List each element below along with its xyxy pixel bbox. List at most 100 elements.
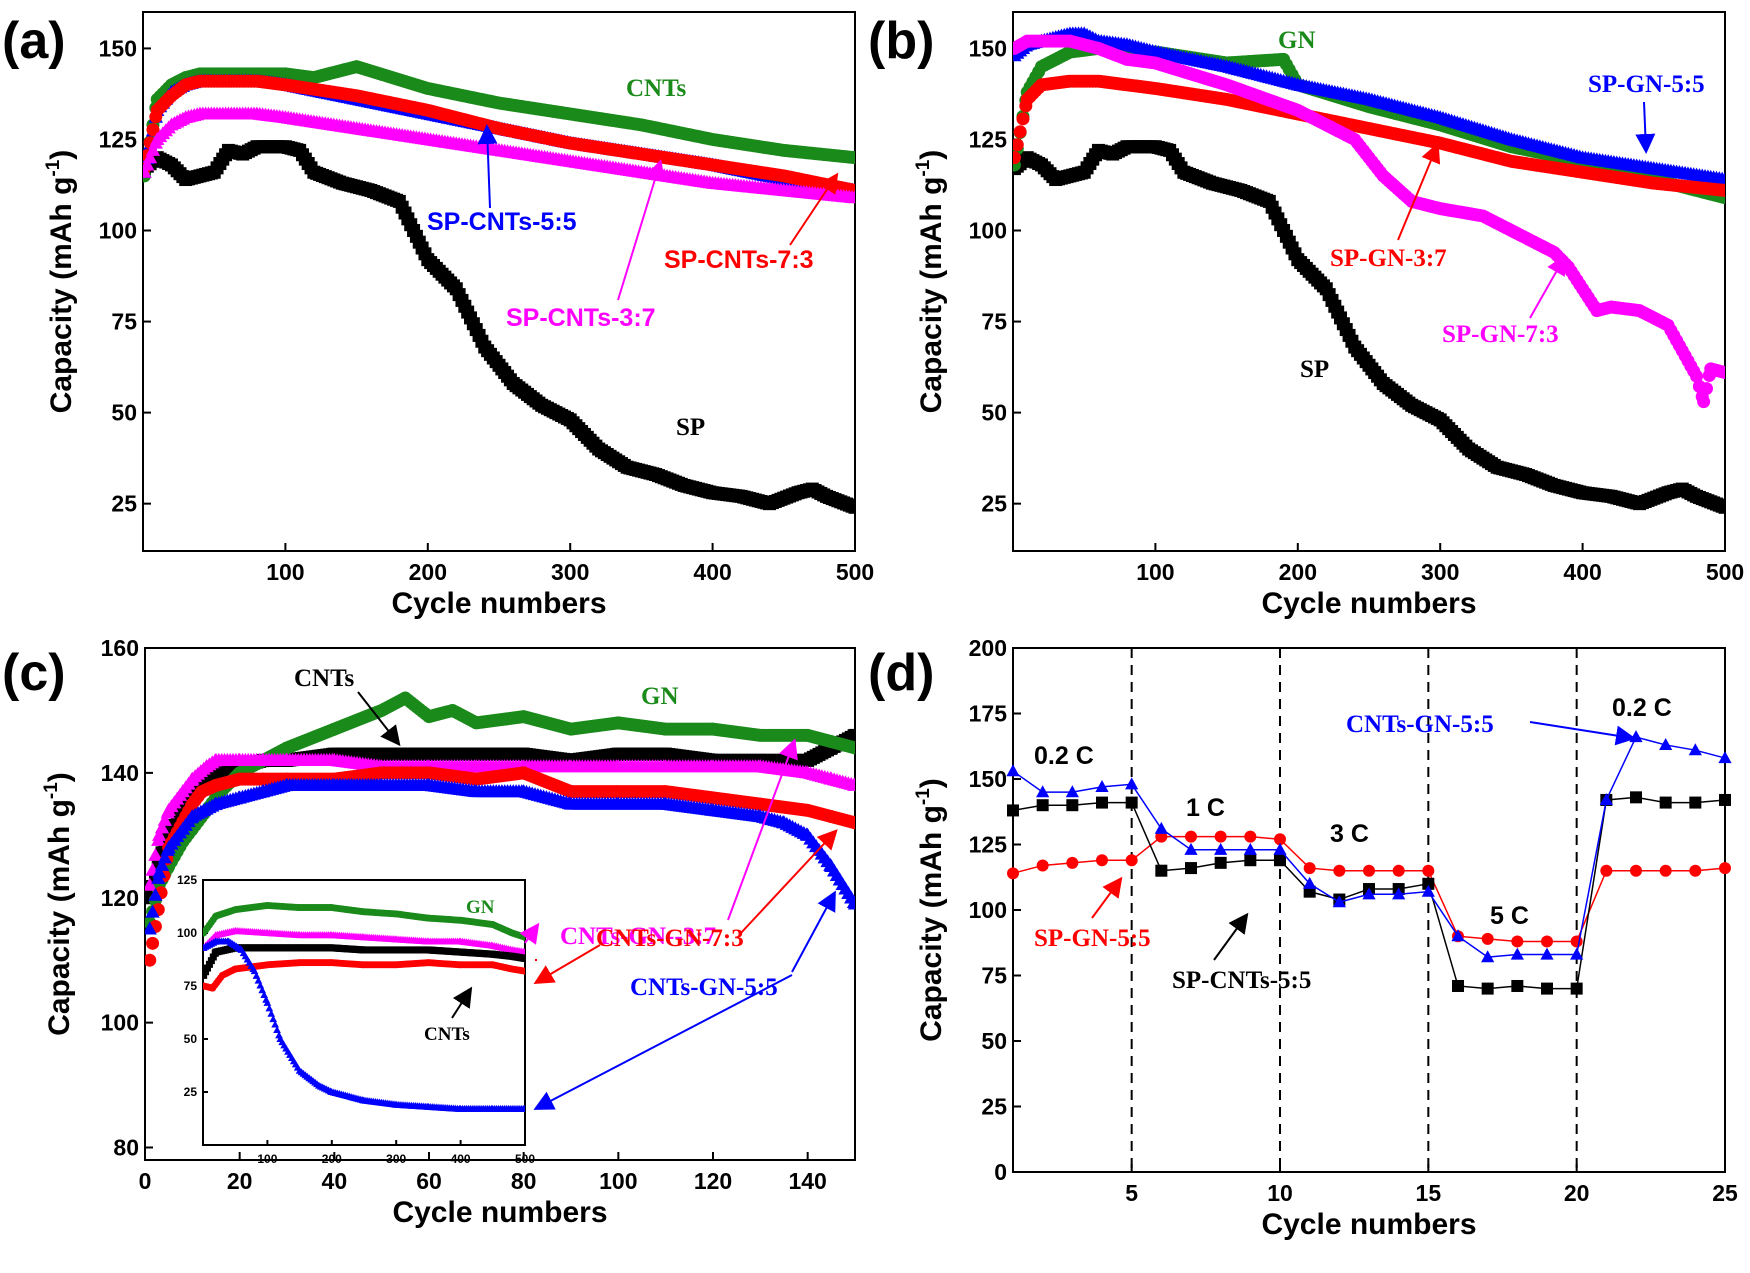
- data-point-cnts-gn-5-5: [148, 887, 163, 901]
- y-tick-label: 50: [981, 400, 1007, 426]
- label-sp-cnts-5-5: SP-CNTs-5:5: [427, 208, 577, 236]
- arrow-sp-gn-3-7: [1397, 142, 1441, 241]
- x-tick-label: 0: [139, 1168, 152, 1194]
- data-point-cnts-gn-3-7: [148, 847, 163, 861]
- data-point-sp-gn-5-5: [1185, 830, 1197, 843]
- data-point-sp-cnts-5-5: [1630, 791, 1642, 804]
- plot-area: [203, 901, 525, 1112]
- data-point-sp-gn-5-5: [1036, 859, 1049, 872]
- data-point-cnts-gn-3-7: [152, 827, 167, 841]
- data-point-cnts-gn-5-5: [1184, 842, 1198, 855]
- panel-letter-d: (d): [868, 644, 934, 702]
- y-axis-title: Capacity (mAh g-1): [41, 772, 76, 1036]
- x-tick-label: 20: [227, 1168, 253, 1194]
- x-tick-label: 300: [386, 1152, 406, 1166]
- y-tick-label: 100: [177, 926, 197, 940]
- data-point-sp-cnts-5-5: [1185, 862, 1197, 875]
- plot-area: [145, 691, 855, 967]
- y-tick-label: 100: [969, 897, 1007, 923]
- x-axis-title: Cycle numbers: [1261, 1208, 1476, 1241]
- x-tick-label: 100: [266, 559, 304, 585]
- data-point-sp-gn-5-5: [1511, 935, 1524, 948]
- data-point-sp-cnts-5-5: [1125, 796, 1138, 809]
- data-point-sp-gn-3-7: [1718, 183, 1725, 197]
- rate-label-5: 0.2 C: [1612, 694, 1672, 722]
- arrow-cnts-gn-7-3: [739, 829, 838, 935]
- label-cnts-c: CNTs: [294, 665, 354, 692]
- label-cnts-gn-7-3: CNTs-GN-7:3: [596, 925, 744, 952]
- x-tick-label: 200: [322, 1152, 342, 1166]
- data-point-sp-cnts-5-5: [1541, 982, 1553, 995]
- data-point-sp-gn-5-5: [1125, 854, 1138, 867]
- data-point-cnts-gn-3-7: [847, 777, 855, 791]
- data-point-sp-gn-5-5: [1392, 864, 1405, 877]
- data-point-cnts-gn-5-5: [1421, 884, 1435, 897]
- x-tick-label: 200: [409, 559, 447, 585]
- data-point-sp-gn-5-5: [1274, 833, 1286, 846]
- y-tick-label: 100: [969, 218, 1007, 244]
- data-point-cnts-gn-5-5: [1303, 876, 1317, 889]
- data-point-sp-cnts-3-7: [145, 142, 161, 156]
- data-point-cnts-gn-5-5: [1629, 730, 1643, 743]
- label-gn-c: GN: [641, 683, 679, 710]
- series-cnts-gn-3-7: [203, 926, 525, 956]
- data-point-sp-gn-5-5: [1363, 864, 1375, 877]
- data-point-cnts-gn-5-5: [1125, 777, 1139, 790]
- x-tick-label: 120: [694, 1168, 732, 1194]
- y-tick-label: 75: [981, 309, 1007, 335]
- label-sp-cnts-5-5-d: SP-CNTs-5:5: [1172, 967, 1311, 994]
- arrow-cnts-c: [357, 691, 401, 747]
- data-point-cnts-gn-5-5: [1065, 785, 1079, 798]
- data-point-cnts-gn-5-5: [1688, 743, 1702, 756]
- arrow-inset-cnts: [451, 986, 473, 1019]
- x-tick-label: 80: [511, 1168, 537, 1194]
- data-point-sp-cnts-5-5: [1511, 979, 1524, 992]
- series-gn: [203, 901, 525, 941]
- label-inset-cnts: CNTs: [424, 1024, 470, 1045]
- arrow-sp-cnts-7-3: [789, 172, 839, 246]
- y-tick-label: 125: [969, 832, 1008, 858]
- x-tick-label: 300: [551, 559, 589, 585]
- data-point-cnts: [205, 960, 213, 968]
- data-point-cnts: [209, 953, 217, 961]
- x-axis-title: Cycle numbers: [392, 1196, 607, 1229]
- data-point-sp-cnts-5-5: [1659, 796, 1672, 809]
- data-point-cnts: [521, 954, 525, 962]
- panel-a: (a) 100 200 300 400 500255075100125150Cycle …: [2, 11, 874, 620]
- x-tick-label: 100: [1136, 559, 1174, 585]
- y-tick-label: 140: [101, 760, 139, 786]
- data-point-sp-cnts-5-5: [1719, 793, 1731, 806]
- data-point-cnts-gn-3-7: [521, 948, 525, 956]
- data-point-cnts-gn-5-5: [1570, 947, 1584, 960]
- data-point-cnts-gn-5-5: [1154, 821, 1168, 834]
- data-point-sp-gn-7-3: [1697, 395, 1711, 409]
- data-point-cnts-gn-5-5: [1095, 779, 1109, 792]
- rate-label-1: 0.2 C: [1034, 742, 1094, 770]
- x-tick-label: 300: [1421, 559, 1459, 585]
- panel-letter-c: (c): [2, 644, 66, 702]
- x-tick-label: 400: [1563, 559, 1601, 585]
- panel-c: (c) 0 20 40 60 80 100 120 14080100120140160Cycl…: [2, 635, 856, 1229]
- data-point-cnts-gn-5-5: [1392, 887, 1406, 900]
- data-point-cnts-gn-5-5: [1451, 929, 1465, 942]
- y-axis-title: Capacity (mAh g-1): [913, 778, 948, 1042]
- data-point-cnts-gn-5-5: [1540, 947, 1554, 960]
- data-point-cnts-gn-5-5: [267, 1009, 276, 1017]
- y-tick-label: 150: [969, 35, 1007, 61]
- series-cnts-gn-7-3: [203, 959, 525, 992]
- plot-frame: [142, 11, 856, 552]
- data-point-cnts-gn-3-7: [157, 812, 173, 826]
- data-point-sp-gn-5-5: [1096, 854, 1108, 867]
- data-point-sp-gn-7-3: [1690, 369, 1704, 383]
- x-tick-label: 60: [416, 1168, 442, 1194]
- data-point-cnts-gn-5-5: [145, 921, 157, 935]
- data-point-sp-gn-5-5: [1659, 864, 1672, 877]
- data-point-sp-cnts-5-5: [1155, 864, 1168, 877]
- label-sp-gn-5-5: SP-GN-5:5: [1588, 71, 1705, 98]
- data-point-cnts-gn-5-5: [1362, 887, 1376, 900]
- plot-area: [143, 60, 855, 514]
- y-tick-label: 50: [184, 1032, 198, 1046]
- y-tick-label: 25: [981, 1094, 1007, 1120]
